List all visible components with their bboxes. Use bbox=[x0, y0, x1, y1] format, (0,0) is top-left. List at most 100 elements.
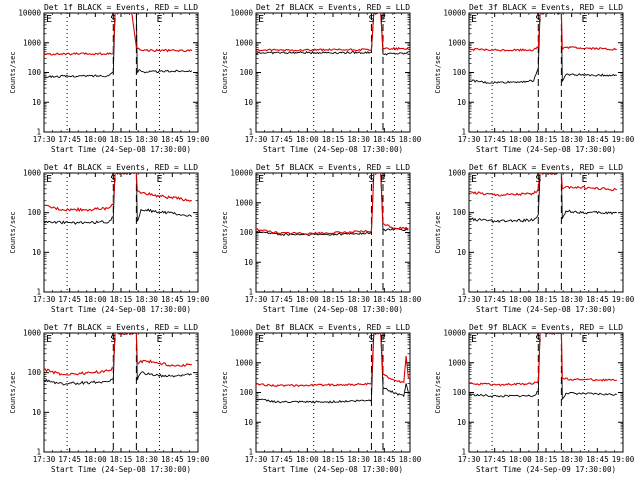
y-tick-label: 100 bbox=[452, 68, 466, 77]
y-tick-label: 10 bbox=[32, 98, 42, 107]
y-tick-label: 10000 bbox=[18, 9, 41, 18]
x-tick-label: 19:00 bbox=[187, 455, 210, 464]
y-tick-label: 1000 bbox=[23, 329, 42, 338]
series-group bbox=[469, 333, 618, 401]
plot-frame bbox=[468, 172, 624, 293]
series-line-lld bbox=[469, 333, 617, 387]
y-tick-label: 10 bbox=[457, 248, 467, 257]
plot-frame bbox=[255, 332, 411, 453]
marker-label-e: E bbox=[581, 174, 587, 185]
y-tick-label: 10 bbox=[457, 418, 467, 427]
x-tick-label: 18:45 bbox=[161, 135, 184, 144]
series-group bbox=[256, 173, 409, 237]
x-tick-label: 18:00 bbox=[296, 455, 319, 464]
y-tick-label: 1000 bbox=[235, 38, 254, 47]
x-tick-label: 17:45 bbox=[270, 135, 293, 144]
chart-panel-det6: 1 10 100 1000 17:30 17:45 18:00 18:15 18:30 18:45… bbox=[434, 163, 635, 314]
x-tick-label: 18:30 bbox=[347, 135, 370, 144]
x-tick-label: 18:15 bbox=[110, 455, 133, 464]
x-tick-label: 17:45 bbox=[58, 135, 81, 144]
y-tick-label: 10 bbox=[457, 98, 467, 107]
y-axis-label: Counts/sec bbox=[9, 211, 17, 253]
y-tick-label: 100 bbox=[452, 388, 466, 397]
x-tick-label: 18:15 bbox=[535, 295, 558, 304]
x-tick-label: 19:00 bbox=[612, 455, 635, 464]
series-line-lld bbox=[44, 13, 193, 56]
x-tick-label: 17:30 bbox=[458, 135, 481, 144]
series-group bbox=[44, 13, 193, 79]
x-tick-label: 17:45 bbox=[58, 295, 81, 304]
x-tick-label: 19:00 bbox=[612, 295, 635, 304]
y-tick-label: 10000 bbox=[230, 9, 253, 18]
chart-title: Det 4f BLACK = Events, RED = LLD bbox=[44, 163, 198, 172]
series-group bbox=[469, 173, 618, 224]
x-axis-label: Start Time (24-Sep-08 17:30:00) bbox=[51, 465, 191, 474]
y-tick-label: 100 bbox=[239, 228, 253, 237]
x-tick-label: 17:45 bbox=[483, 455, 506, 464]
y-axis-label: Counts/sec bbox=[434, 51, 442, 93]
y-tick-label: 100 bbox=[27, 368, 41, 377]
y-tick-label: 10 bbox=[32, 248, 42, 257]
marker-label-e: E bbox=[380, 14, 386, 25]
plot-frame bbox=[468, 12, 624, 133]
x-tick-label: 18:00 bbox=[509, 295, 532, 304]
y-tick-label: 1 bbox=[461, 128, 466, 137]
y-tick-label: 1 bbox=[461, 448, 466, 457]
series-line-events bbox=[44, 333, 193, 386]
y-tick-label: 10000 bbox=[230, 169, 253, 178]
x-tick-label: 19:00 bbox=[187, 135, 210, 144]
x-tick-label: 17:30 bbox=[245, 455, 268, 464]
x-tick-label: 17:30 bbox=[245, 295, 268, 304]
chart-title: Det 5f BLACK = Events, RED = LLD bbox=[256, 163, 410, 172]
plot-frame bbox=[43, 172, 199, 293]
chart-title: Det 8f BLACK = Events, RED = LLD bbox=[256, 323, 410, 332]
x-tick-label: 18:30 bbox=[135, 455, 158, 464]
x-tick-label: 17:45 bbox=[270, 455, 293, 464]
chart-panel-det4: 1 10 100 1000 17:30 17:45 18:00 18:15 18:30 18:45… bbox=[9, 163, 210, 314]
x-axis-label: Start Time (24-Sep-08 17:30:00) bbox=[51, 305, 191, 314]
y-tick-label: 10 bbox=[244, 258, 254, 267]
x-tick-label: 18:00 bbox=[509, 455, 532, 464]
plot-frame bbox=[255, 172, 411, 293]
x-tick-label: 18:00 bbox=[84, 135, 107, 144]
series-line-events bbox=[469, 13, 617, 84]
marker-label-e: E bbox=[581, 14, 587, 25]
marker-label-s: S bbox=[110, 14, 116, 25]
y-tick-label: 100 bbox=[239, 388, 253, 397]
chart-panel-det3: 1 10 100 1000 10000 17:30 17:45 18:00 18:15 18:30… bbox=[434, 3, 635, 154]
x-axis-label: Start Time (24-Sep-09 17:30:00) bbox=[476, 465, 616, 474]
x-tick-label: 18:45 bbox=[586, 455, 609, 464]
marker-label-s: S bbox=[368, 334, 374, 345]
x-axis-label: Start Time (24-Sep-08 17:30:00) bbox=[263, 465, 403, 474]
series-line-events bbox=[256, 13, 409, 56]
marker-label-e: E bbox=[46, 334, 52, 345]
x-tick-label: 18:30 bbox=[560, 455, 583, 464]
x-tick-label: 17:30 bbox=[458, 455, 481, 464]
x-tick-label: 18:15 bbox=[535, 135, 558, 144]
marker-label-e: E bbox=[258, 14, 264, 25]
x-tick-label: 18:15 bbox=[535, 455, 558, 464]
marker-label-e: E bbox=[156, 14, 162, 25]
y-tick-label: 1 bbox=[248, 128, 253, 137]
series-line-events bbox=[44, 173, 193, 225]
series-line-lld bbox=[44, 333, 192, 376]
x-tick-label: 18:45 bbox=[373, 135, 396, 144]
x-tick-label: 18:00 bbox=[399, 455, 422, 464]
series-line-lld bbox=[256, 173, 409, 235]
y-axis-label: Counts/sec bbox=[221, 211, 229, 253]
series-line-lld bbox=[469, 13, 617, 52]
x-tick-label: 17:30 bbox=[33, 135, 56, 144]
x-tick-label: 18:30 bbox=[560, 295, 583, 304]
x-tick-label: 18:00 bbox=[296, 135, 319, 144]
x-tick-label: 18:45 bbox=[161, 295, 184, 304]
marker-label-e: E bbox=[581, 334, 587, 345]
marker-label-e: E bbox=[258, 334, 264, 345]
marker-label-e: E bbox=[380, 174, 386, 185]
chart-title: Det 1f BLACK = Events, RED = LLD bbox=[44, 3, 198, 12]
chart-title: Det 9f BLACK = Events, RED = LLD bbox=[469, 323, 623, 332]
plot-frame bbox=[43, 12, 199, 133]
